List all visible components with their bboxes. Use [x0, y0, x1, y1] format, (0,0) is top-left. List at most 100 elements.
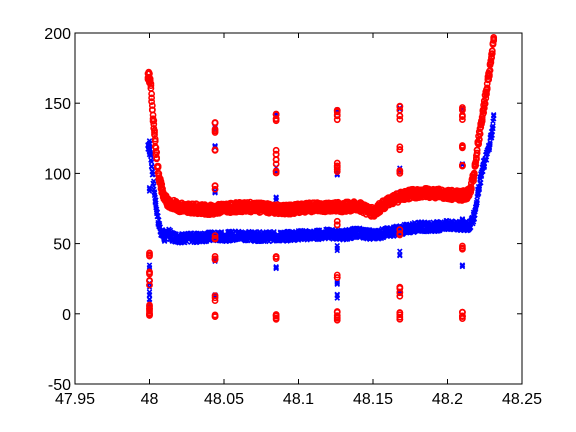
y-tick-label: -50 — [48, 377, 71, 394]
series-1-point — [272, 316, 280, 323]
series-0-point — [459, 216, 466, 222]
series-0-point — [146, 149, 153, 155]
x-tick-label: 48.25 — [502, 391, 542, 408]
series-1-point — [333, 112, 341, 120]
series-0-point — [151, 183, 157, 189]
series-1-point — [211, 232, 219, 239]
series-1-point — [211, 185, 219, 193]
series-1-point — [272, 167, 280, 175]
series-1-point — [458, 142, 466, 149]
series-0-point — [148, 159, 155, 165]
series-1-point — [211, 297, 219, 304]
series-1-point — [490, 35, 498, 43]
series-1-point — [333, 274, 341, 281]
series-0-point — [334, 242, 341, 249]
series-1-point — [396, 169, 404, 177]
series-1-point — [458, 244, 466, 252]
series-1-point — [475, 139, 482, 147]
series-1-point — [272, 253, 280, 260]
x-tick-label: 48.05 — [204, 391, 244, 408]
series-1-point — [396, 103, 404, 111]
series-0-point — [151, 190, 158, 196]
series-0-point — [273, 194, 279, 200]
series-0-point — [273, 264, 279, 270]
series-0-point — [474, 197, 480, 204]
series-1-point — [396, 115, 404, 123]
series-1-point — [154, 162, 162, 170]
series-0-point — [478, 173, 485, 180]
series-1-point — [211, 119, 219, 127]
y-tick-label: 200 — [44, 26, 71, 43]
data-marks — [144, 34, 498, 324]
series-0-point — [483, 157, 490, 163]
series-1-point — [396, 167, 404, 175]
series-0-point — [459, 263, 466, 269]
x-tick-label: 48.2 — [432, 391, 463, 408]
series-1-point — [396, 315, 404, 323]
series-0-point — [487, 139, 493, 146]
series-0-point — [486, 146, 493, 153]
series-0-point — [489, 132, 496, 139]
y-tick-label: 150 — [44, 96, 71, 113]
series-1-point — [211, 234, 219, 242]
series-1-point — [150, 117, 158, 124]
series-1-point — [473, 149, 481, 157]
series-0-point — [397, 248, 403, 255]
series-1-point — [211, 313, 219, 320]
series-1-point — [483, 84, 491, 92]
series-0-point — [146, 141, 153, 147]
series-0-point — [490, 123, 496, 129]
series-0-point — [475, 190, 482, 197]
series-1-point — [396, 292, 404, 300]
series-1-point — [146, 268, 153, 276]
series-1-point — [153, 148, 161, 156]
series-0-point — [481, 164, 488, 171]
series-1-point — [396, 143, 404, 151]
series-1-point — [211, 125, 219, 133]
series-1-point — [467, 185, 475, 193]
series-0-point — [459, 217, 466, 224]
series-0-point — [146, 262, 153, 268]
series-1-point — [333, 314, 341, 322]
series-0-point — [480, 168, 486, 175]
series-1-point — [470, 169, 478, 177]
series-1 — [144, 34, 498, 324]
x-tick-label: 48.15 — [353, 391, 393, 408]
series-1-point — [458, 144, 466, 152]
series-1-point — [458, 308, 466, 316]
series-1-point — [150, 120, 158, 128]
series-1-point — [396, 230, 404, 237]
series-1-point — [211, 256, 219, 264]
series-1-point — [472, 161, 480, 169]
series-1-point — [211, 182, 219, 189]
series-1-point — [272, 312, 280, 320]
series-1-point — [148, 98, 156, 106]
series-1-point — [333, 221, 341, 229]
series-1-point — [488, 50, 496, 58]
series-0-point — [334, 292, 341, 299]
series-1-point — [146, 252, 153, 260]
series-1-point — [333, 217, 341, 225]
series-0-point — [146, 184, 153, 191]
series-1-point — [488, 53, 495, 61]
series-1-point — [333, 164, 341, 172]
series-1-point — [473, 155, 480, 163]
series-1-point — [211, 253, 219, 260]
series-0-point — [146, 148, 153, 154]
series-1-point — [396, 289, 404, 297]
series-0-point — [397, 252, 403, 259]
series-0-point — [459, 262, 466, 268]
series-0-point — [472, 212, 478, 218]
series-1-point — [272, 117, 280, 125]
series-1-point — [211, 146, 219, 154]
series-1-point — [333, 116, 341, 124]
series-0-point — [153, 197, 159, 203]
series-1-point — [482, 94, 490, 102]
series-1-point — [396, 112, 404, 120]
series-1-point — [159, 185, 166, 193]
series-1-point — [473, 146, 481, 154]
series-1-point — [476, 130, 484, 138]
axis-ticks: 47.95 48 48.05 48.1 48.15 48.2 48.25 -50 0 50 100 1… — [44, 26, 542, 408]
series-1-point — [458, 312, 466, 320]
